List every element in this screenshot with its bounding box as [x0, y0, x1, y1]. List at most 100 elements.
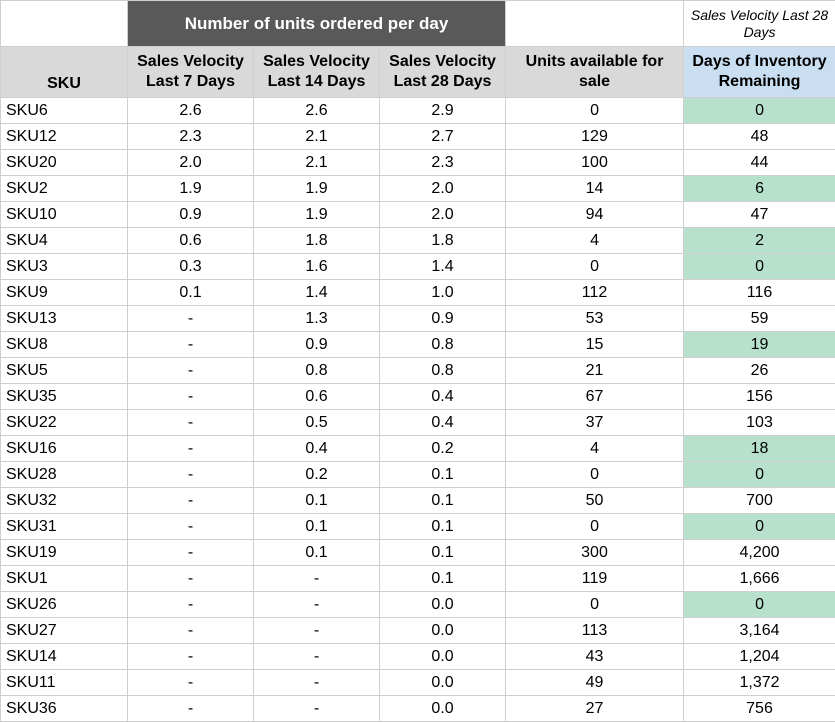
sku-cell[interactable]: SKU14 [1, 644, 128, 670]
sku-cell[interactable]: SKU28 [1, 462, 128, 488]
note-cell[interactable]: Sales Velocity Last 28 Days [684, 1, 835, 47]
velocity-14-cell[interactable]: 0.9 [254, 332, 380, 358]
velocity-14-cell[interactable]: 2.1 [254, 124, 380, 150]
sku-cell[interactable]: SKU3 [1, 254, 128, 280]
empty-cell[interactable] [506, 1, 684, 47]
days-remaining-cell[interactable]: 48 [684, 124, 835, 150]
velocity-28-cell[interactable]: 0.1 [380, 488, 506, 514]
velocity-7-cell[interactable]: 0.6 [128, 228, 254, 254]
velocity-28-cell[interactable]: 1.4 [380, 254, 506, 280]
velocity-28-cell[interactable]: 0.0 [380, 696, 506, 722]
units-cell[interactable]: 14 [506, 176, 684, 202]
velocity-14-cell[interactable]: 1.3 [254, 306, 380, 332]
velocity-14-cell[interactable]: 0.8 [254, 358, 380, 384]
sku-cell[interactable]: SKU5 [1, 358, 128, 384]
units-cell[interactable]: 37 [506, 410, 684, 436]
velocity-14-cell[interactable]: 1.9 [254, 176, 380, 202]
velocity-28-cell[interactable]: 0.1 [380, 462, 506, 488]
velocity-28-cell[interactable]: 2.9 [380, 98, 506, 124]
velocity-28-cell[interactable]: 2.0 [380, 176, 506, 202]
velocity-14-cell[interactable]: - [254, 592, 380, 618]
velocity-28-cell[interactable]: 2.0 [380, 202, 506, 228]
days-remaining-cell[interactable]: 1,666 [684, 566, 835, 592]
column-header-velocity-14[interactable]: Sales Velocity Last 14 Days [254, 47, 380, 98]
days-remaining-cell[interactable]: 0 [684, 254, 835, 280]
velocity-28-cell[interactable]: 1.0 [380, 280, 506, 306]
column-header-velocity-28[interactable]: Sales Velocity Last 28 Days [380, 47, 506, 98]
units-cell[interactable]: 53 [506, 306, 684, 332]
velocity-7-cell[interactable]: - [128, 540, 254, 566]
velocity-14-cell[interactable]: - [254, 670, 380, 696]
units-cell[interactable]: 300 [506, 540, 684, 566]
column-header-units[interactable]: Units available for sale [506, 47, 684, 98]
units-cell[interactable]: 67 [506, 384, 684, 410]
velocity-28-cell[interactable]: 1.8 [380, 228, 506, 254]
velocity-7-cell[interactable]: - [128, 488, 254, 514]
units-cell[interactable]: 27 [506, 696, 684, 722]
days-remaining-cell[interactable]: 103 [684, 410, 835, 436]
units-cell[interactable]: 0 [506, 254, 684, 280]
sku-cell[interactable]: SKU31 [1, 514, 128, 540]
velocity-28-cell[interactable]: 0.2 [380, 436, 506, 462]
velocity-7-cell[interactable]: - [128, 462, 254, 488]
velocity-14-cell[interactable]: 0.5 [254, 410, 380, 436]
units-cell[interactable]: 94 [506, 202, 684, 228]
days-remaining-cell[interactable]: 0 [684, 514, 835, 540]
days-remaining-cell[interactable]: 18 [684, 436, 835, 462]
velocity-7-cell[interactable]: - [128, 332, 254, 358]
velocity-14-cell[interactable]: 1.8 [254, 228, 380, 254]
velocity-14-cell[interactable]: 1.4 [254, 280, 380, 306]
velocity-14-cell[interactable]: - [254, 618, 380, 644]
velocity-14-cell[interactable]: 2.1 [254, 150, 380, 176]
velocity-28-cell[interactable]: 0.4 [380, 410, 506, 436]
velocity-14-cell[interactable]: 0.4 [254, 436, 380, 462]
velocity-7-cell[interactable]: 0.1 [128, 280, 254, 306]
days-remaining-cell[interactable]: 19 [684, 332, 835, 358]
velocity-7-cell[interactable]: - [128, 410, 254, 436]
units-cell[interactable]: 4 [506, 228, 684, 254]
velocity-7-cell[interactable]: 2.6 [128, 98, 254, 124]
velocity-7-cell[interactable]: 2.0 [128, 150, 254, 176]
sku-cell[interactable]: SKU9 [1, 280, 128, 306]
velocity-7-cell[interactable]: - [128, 436, 254, 462]
column-header-velocity-7[interactable]: Sales Velocity Last 7 Days [128, 47, 254, 98]
velocity-14-cell[interactable]: 2.6 [254, 98, 380, 124]
units-cell[interactable]: 112 [506, 280, 684, 306]
sku-cell[interactable]: SKU10 [1, 202, 128, 228]
velocity-28-cell[interactable]: 2.7 [380, 124, 506, 150]
units-cell[interactable]: 113 [506, 618, 684, 644]
units-cell[interactable]: 43 [506, 644, 684, 670]
units-cell[interactable]: 100 [506, 150, 684, 176]
units-cell[interactable]: 0 [506, 462, 684, 488]
velocity-7-cell[interactable]: - [128, 306, 254, 332]
velocity-7-cell[interactable]: 0.3 [128, 254, 254, 280]
sku-cell[interactable]: SKU22 [1, 410, 128, 436]
units-cell[interactable]: 0 [506, 98, 684, 124]
velocity-28-cell[interactable]: 0.0 [380, 592, 506, 618]
days-remaining-cell[interactable]: 0 [684, 462, 835, 488]
velocity-7-cell[interactable]: - [128, 566, 254, 592]
sku-cell[interactable]: SKU6 [1, 98, 128, 124]
sku-cell[interactable]: SKU4 [1, 228, 128, 254]
days-remaining-cell[interactable]: 47 [684, 202, 835, 228]
days-remaining-cell[interactable]: 700 [684, 488, 835, 514]
velocity-28-cell[interactable]: 0.1 [380, 566, 506, 592]
velocity-7-cell[interactable]: 1.9 [128, 176, 254, 202]
velocity-7-cell[interactable]: - [128, 670, 254, 696]
velocity-14-cell[interactable]: 1.6 [254, 254, 380, 280]
velocity-28-cell[interactable]: 2.3 [380, 150, 506, 176]
velocity-28-cell[interactable]: 0.0 [380, 670, 506, 696]
velocity-14-cell[interactable]: - [254, 566, 380, 592]
units-cell[interactable]: 0 [506, 592, 684, 618]
units-cell[interactable]: 4 [506, 436, 684, 462]
velocity-7-cell[interactable]: - [128, 358, 254, 384]
velocity-7-cell[interactable]: - [128, 592, 254, 618]
units-cell[interactable]: 119 [506, 566, 684, 592]
days-remaining-cell[interactable]: 6 [684, 176, 835, 202]
velocity-7-cell[interactable]: - [128, 384, 254, 410]
sku-cell[interactable]: SKU1 [1, 566, 128, 592]
units-cell[interactable]: 0 [506, 514, 684, 540]
velocity-7-cell[interactable]: - [128, 514, 254, 540]
days-remaining-cell[interactable]: 1,204 [684, 644, 835, 670]
velocity-28-cell[interactable]: 0.9 [380, 306, 506, 332]
